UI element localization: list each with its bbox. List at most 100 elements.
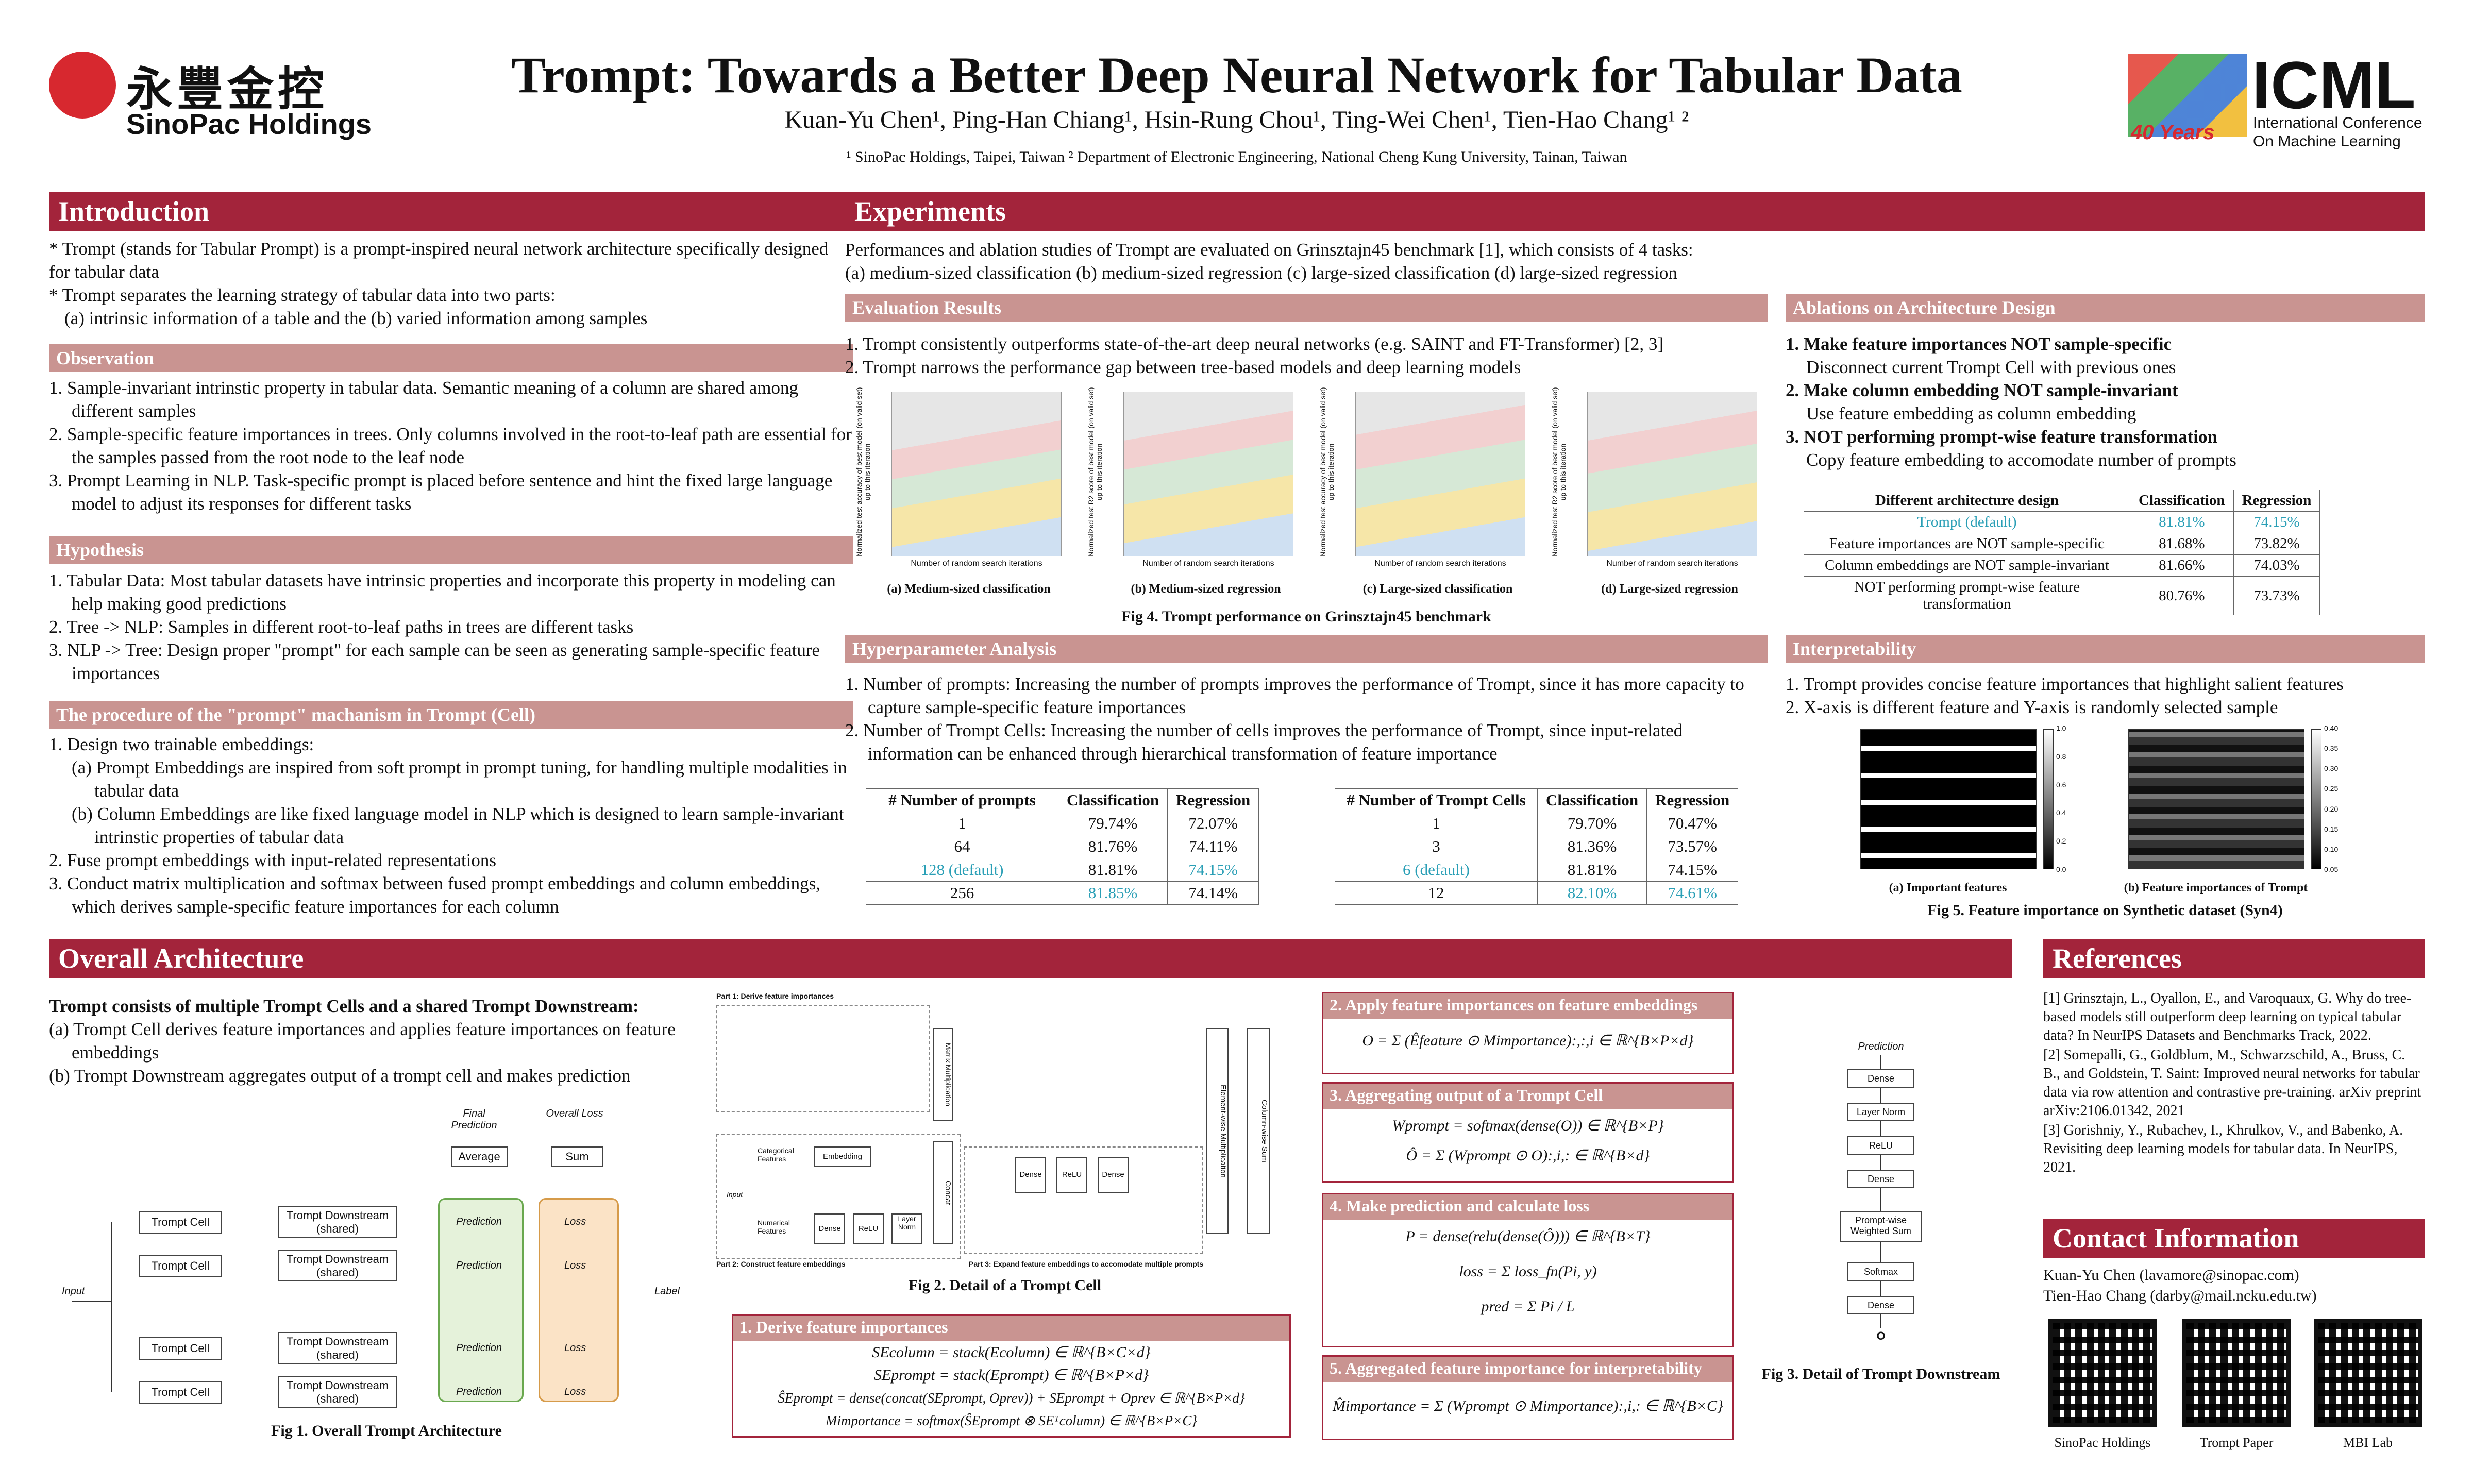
overall-text: Trompt consists of multiple Trompt Cells… [49,994,724,1087]
cells-table: # Number of Trompt Cells Classification … [1335,788,1739,905]
overall-header: Overall Architecture [49,939,2012,978]
table-cell: 73.82% [2233,533,2320,555]
colorbar-tick: 0.10 [2324,845,2339,853]
fig2-part3-box [964,1146,1203,1254]
table-row: 64 81.76% 74.11% [866,835,1259,858]
fig2-input: Input [727,1190,743,1199]
table-row: Feature importances are NOT sample-speci… [1804,533,2320,555]
hypothesis-item: 2. Tree -> NLP: Samples in different roo… [49,617,634,637]
qr-label: Trompt Paper [2199,1435,2274,1450]
colorbar-a [2043,729,2054,869]
table-cell: 1 [1335,812,1538,835]
intro-header: Introduction [49,192,853,231]
colorbar-a-labels: 1.0 0.8 0.6 0.4 0.2 0.0 [2056,724,2066,873]
colorbar-tick: 0.05 [2324,865,2339,873]
contact-line: Tien-Hao Chang (darby@mail.ncku.edu.tw) [2043,1287,2317,1304]
references-header: References [2043,939,2425,978]
colorbar-tick: 1.0 [2056,724,2066,732]
hyper-list: 1. Number of prompts: Increasing the num… [845,672,1768,765]
table-header-row: Different architecture design Classifica… [1804,490,2320,512]
fig1-diagram: Final Prediction Overall Loss Average Su… [62,1108,732,1422]
table-cell: Column embeddings are NOT sample-invaria… [1804,554,2130,577]
fig2-dense: Dense [1098,1157,1129,1193]
reference-item: [1] Grinsztajn, L., Oyallon, E., and Var… [2043,990,2412,1043]
authors: Kuan-Yu Chen¹, Ping-Han Chiang¹, Hsin-Ru… [784,106,1689,133]
experiments-intro: Performances and ablation studies of Tro… [845,238,2425,284]
observation-list: 1. Sample-invariant intrinstic property … [49,376,853,515]
prompts-table: # Number of prompts Classification Regre… [866,788,1259,905]
experiments-header: Experiments [845,192,2425,231]
fig3-flow-line [1880,1055,1881,1328]
table-row: 128 (default) 81.81% 74.15% [866,858,1259,882]
fig1-flow-line [111,1222,112,1392]
reference-item: [2] Somepalli, G., Goldblum, M., Schwarz… [2043,1047,2421,1119]
table-header-row: # Number of Trompt Cells Classification … [1335,788,1739,812]
procedure-item: (a) Prompt Embeddings are inspired from … [72,757,847,801]
table-cell: 81.81% [1057,858,1168,882]
table-row: 3 81.36% 73.57% [1335,835,1739,858]
interp-item: 1. Trompt provides concise feature impor… [1786,674,2344,694]
table-cell: 74.14% [1167,881,1259,905]
fig1-loss: Loss [564,1342,586,1354]
hypothesis-item: 1. Tabular Data: Most tabular datasets h… [49,570,836,614]
fig1-trompt-cell: Trompt Cell [139,1211,222,1234]
overall-lead: Trompt consists of multiple Trompt Cells… [49,996,639,1016]
table-cell: 12 [1335,881,1538,905]
sinopac-logo [49,52,116,119]
fig2-numerical: Numerical Features [758,1219,790,1235]
equation: O = Σ (Êfeature ⊙ Mimportance):,:,i ∈ ℝ^… [1362,1032,1694,1049]
heatmap-trompt-importances [2128,729,2304,869]
table-cell: 74.61% [1646,881,1739,905]
qr-label: SinoPac Holdings [2054,1435,2151,1450]
panel-title: 5. Aggregated feature importance for int… [1323,1357,1732,1382]
colorbar-tick: 0.0 [2056,865,2066,873]
intro-p2: * Trompt separates the learning strategy… [49,285,556,305]
interp-subcap-b: (b) Feature importances of Trompt [2124,881,2308,895]
procedure-item: 2. Fuse prompt embeddings with input-rel… [49,850,497,870]
poster-title: Trompt: Towards a Better Deep Neural Net… [511,46,1962,104]
hyper-item: 1. Number of prompts: Increasing the num… [845,674,1744,717]
procedure-item: 1. Design two trainable embeddings: [49,734,314,754]
table-cell: 81.36% [1537,835,1647,858]
overall-b: (b) Trompt Downstream aggregates output … [49,1066,631,1086]
panel-predict: 4. Make prediction and calculate loss P … [1322,1193,1734,1347]
references-list: [1] Grinsztajn, L., Oyallon, E., and Var… [2043,989,2425,1177]
equation: loss = Σ loss_fn(Pi, y) [1459,1263,1597,1280]
procedure-item: 3. Conduct matrix multiplication and sof… [49,873,820,917]
plot-subcaption: (a) Medium-sized classification [887,582,1051,596]
qr-trompt-paper[interactable] [2182,1319,2291,1427]
colorbar-tick: 0.4 [2056,808,2066,817]
qr-mbi-lab[interactable] [2314,1319,2422,1427]
logo-en: SinoPac Holdings [126,108,372,140]
colorbar-tick: 0.40 [2324,724,2339,732]
table-cell: 81.85% [1057,881,1168,905]
equation: Wprompt = softmax(dense(O)) ∈ ℝ^{B×P} [1392,1117,1664,1134]
interp-header: Interpretability [1786,635,2425,663]
evaluation-item: 1. Trompt consistently outperforms state… [845,334,1663,354]
ablation-head: 2. Make column embedding NOT sample-inva… [1786,380,2178,400]
evaluation-list: 1. Trompt consistently outperforms state… [845,332,1768,379]
fig1-overall-label: Overall Loss [546,1108,603,1119]
table-cell: 82.10% [1537,881,1647,905]
fig1-caption: Fig 1. Overall Trompt Architecture [271,1422,502,1439]
affiliations: ¹ SinoPac Holdings, Taipei, Taiwan ² Dep… [846,148,1627,165]
panel-title: 1. Derive feature importances [733,1316,1289,1341]
procedure-list: 1. Design two trainable embeddings: (a) … [49,733,853,918]
qr-sinopac[interactable] [2048,1319,2157,1427]
plot-ylabel: Normalized test accuracy of best model (… [1319,387,1335,557]
plot-xlabel: Number of random search iterations [911,559,1042,568]
plot-medium-classification [891,392,1062,556]
fig2-part2-box [716,1134,961,1259]
fig1-input-label: Input [62,1286,85,1297]
hyper-header: Hyperparameter Analysis [845,635,1768,663]
colorbar-b [2311,729,2321,869]
hypothesis-list: 1. Tabular Data: Most tabular datasets h… [49,569,853,685]
fig3-block: Layer Norm [1847,1103,1914,1121]
fig2-part1: Part 1: Derive feature importances [716,992,834,1000]
panel-title: 2. Apply feature importances on feature … [1323,993,1732,1019]
plot-subcaption: (d) Large-sized regression [1601,582,1738,596]
fig1-final-label: Final Prediction [451,1108,497,1131]
table-cell: 64 [866,835,1058,858]
fig1-prediction: Prediction [456,1260,502,1271]
fig1-loss: Loss [564,1260,586,1271]
